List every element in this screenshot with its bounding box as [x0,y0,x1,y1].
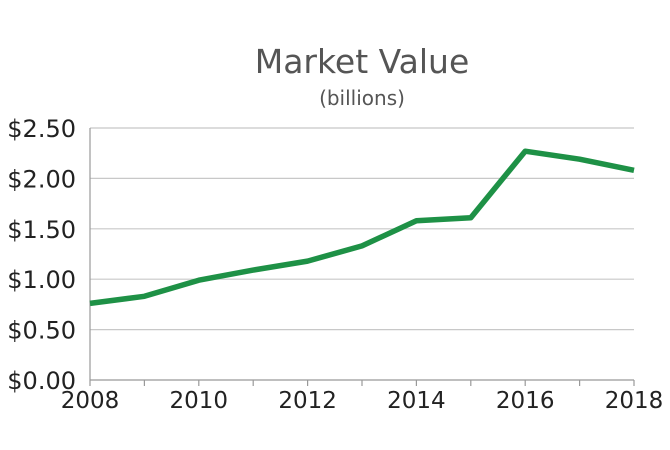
y-tick-label: $1.50 [7,216,76,244]
chart-title: Market Value [254,42,470,81]
y-tick-label: $1.00 [7,266,76,294]
gridlines [90,127,634,331]
x-tick-label: 2016 [496,388,555,414]
y-tick-label: $2.50 [7,115,76,143]
y-tick-label: $0.50 [7,317,76,345]
series-layer [89,148,635,307]
axes [89,128,635,386]
x-tick-label: 2010 [170,388,229,414]
x-tick-label: 2014 [387,388,446,414]
y-tick-label: $0.00 [7,367,76,395]
x-tick-label: 2012 [278,388,337,414]
x-tick-label: 2008 [61,388,120,414]
tick-labels: $0.00 $0.50 $1.00 $1.50 $2.00 $2.50 2008 2010 20… [7,115,663,414]
chart-subtitle: (billions) [319,86,405,110]
x-tick-label: 2018 [605,388,664,414]
series-line [89,148,635,307]
y-tick-label: $2.00 [7,165,76,193]
